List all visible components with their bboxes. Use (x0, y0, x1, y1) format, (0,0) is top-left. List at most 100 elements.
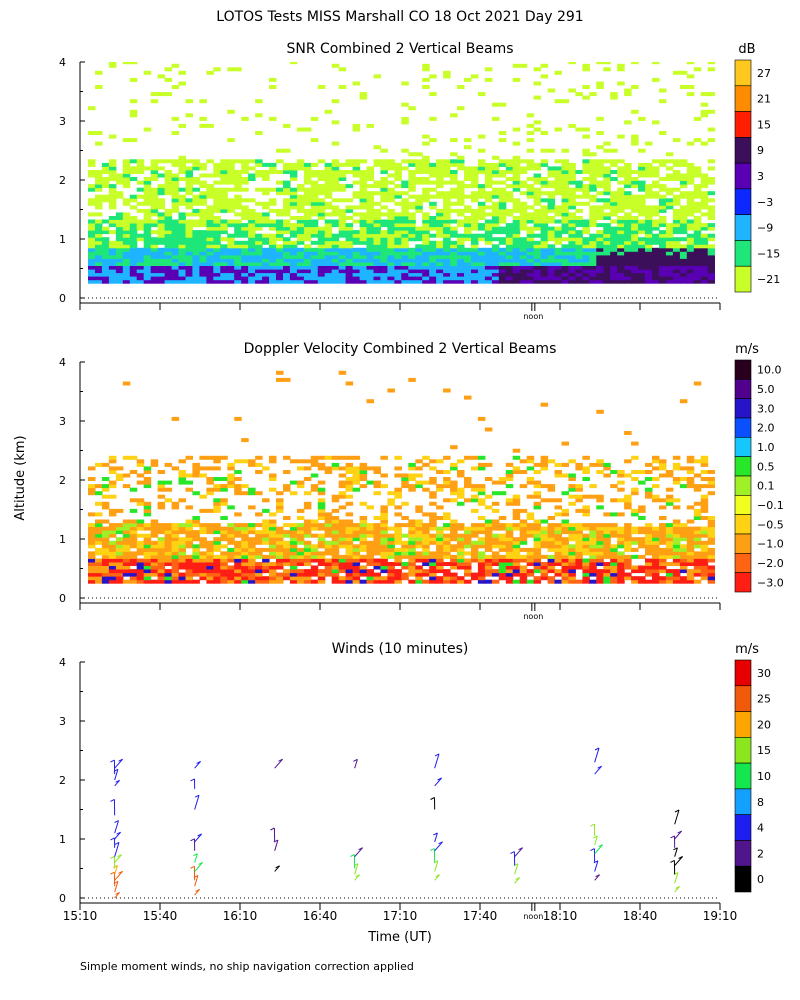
heatmap-cell (498, 102, 507, 107)
heatmap-cell (213, 180, 221, 185)
heatmap-cell (686, 530, 695, 535)
heatmap-cell (603, 226, 611, 231)
heatmap-cell (296, 516, 305, 520)
heatmap-cell (331, 455, 340, 460)
heatmap-cell (519, 554, 528, 559)
heatmap-cell (338, 565, 347, 570)
heatmap-cell (373, 491, 381, 496)
heatmap-cell (373, 551, 381, 556)
heatmap-cell (345, 519, 354, 524)
heatmap-cell (603, 237, 611, 242)
heatmap-cell (359, 269, 368, 274)
heatmap-cell (707, 554, 715, 559)
heatmap-cell (366, 247, 374, 252)
heatmap-cell (540, 148, 549, 153)
heatmap-cell (401, 516, 409, 520)
heatmap-cell (171, 466, 180, 471)
heatmap-cell (589, 579, 597, 584)
heatmap-cell (387, 265, 395, 270)
heatmap-cell (631, 244, 639, 249)
heatmap-cell (491, 230, 500, 235)
heatmap-cell (686, 484, 695, 489)
heatmap-cell (707, 470, 715, 474)
heatmap-cell (582, 184, 590, 189)
heatmap-cell (150, 547, 159, 552)
heatmap-cell (645, 216, 653, 220)
heatmap-cell (192, 470, 200, 474)
heatmap-cell (289, 544, 298, 549)
heatmap-cell (415, 254, 423, 259)
heatmap-cell (262, 219, 270, 224)
heatmap-cell (129, 279, 138, 284)
heatmap-cell (436, 272, 444, 277)
heatmap-cell (220, 159, 228, 164)
heatmap-cell (178, 459, 186, 464)
heatmap-cell (206, 269, 214, 274)
heatmap-cell (283, 470, 291, 474)
heatmap-cell (422, 265, 430, 270)
heatmap-cell (401, 166, 409, 171)
heatmap-cell (659, 565, 667, 570)
heatmap-cell (519, 180, 528, 185)
heatmap-cell (88, 219, 96, 224)
heatmap-cell (373, 201, 381, 206)
heatmap-cell (108, 205, 117, 210)
heatmap-cell (345, 216, 354, 220)
heatmap-cell (498, 526, 507, 531)
heatmap-cell (519, 208, 528, 213)
heatmap-cell (638, 530, 646, 535)
heatmap-cell (693, 459, 702, 464)
heatmap-cell (415, 530, 423, 535)
heatmap-cell (345, 244, 354, 249)
heatmap-cell (498, 219, 507, 224)
heatmap-cell (526, 562, 535, 566)
heatmap-cell (206, 230, 214, 235)
heatmap-cell (617, 240, 625, 245)
heatmap-cell (380, 547, 388, 552)
heatmap-cell (129, 544, 138, 549)
heatmap-cell (303, 562, 312, 566)
heatmap-cell (401, 230, 409, 235)
heatmap-cell (582, 134, 590, 139)
heatmap-cell (429, 491, 437, 496)
heatmap-cell (248, 579, 256, 584)
heatmap-cell (352, 533, 361, 538)
heatmap-cell (408, 272, 416, 277)
heatmap-cell (248, 558, 256, 563)
heatmap-cell (631, 441, 639, 446)
heatmap-cell (345, 494, 354, 499)
heatmap-cell (589, 572, 597, 577)
heatmap-cell (296, 201, 305, 206)
heatmap-cell (617, 223, 625, 228)
heatmap-cell (248, 219, 256, 224)
heatmap-cell (471, 487, 479, 492)
heatmap-cell (115, 473, 124, 478)
heatmap-cell (122, 62, 131, 65)
heatmap-cell (157, 265, 166, 270)
heatmap-cell (561, 212, 569, 217)
heatmap-cell (429, 576, 437, 581)
heatmap-cell (596, 470, 604, 474)
heatmap-cell (519, 265, 528, 270)
heatmap-cell (645, 269, 653, 274)
heatmap-cell (283, 547, 291, 552)
heatmap-cell (686, 554, 695, 559)
heatmap-cell (366, 212, 374, 217)
heatmap-cell (672, 162, 681, 167)
heatmap-cell (206, 219, 214, 224)
heatmap-cell (617, 554, 625, 559)
heatmap-cell (568, 123, 576, 128)
heatmap-cell (429, 201, 437, 206)
heatmap-cell (491, 173, 500, 178)
heatmap-cell (540, 276, 549, 281)
heatmap-cell (359, 201, 368, 206)
heatmap-cell (95, 251, 103, 256)
heatmap-cell (227, 484, 235, 489)
heatmap-cell (248, 551, 256, 556)
colorbar-swatch (734, 417, 752, 438)
heatmap-cell (512, 516, 521, 520)
heatmap-cell (95, 526, 103, 531)
heatmap-cell (115, 173, 124, 178)
heatmap-cell (484, 177, 493, 181)
heatmap-cell (192, 233, 200, 238)
